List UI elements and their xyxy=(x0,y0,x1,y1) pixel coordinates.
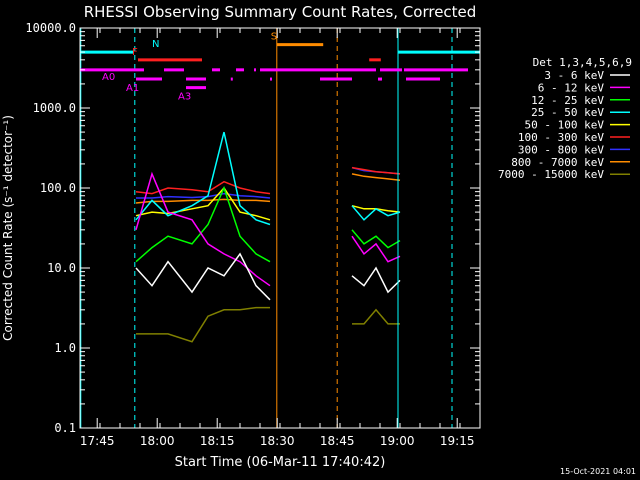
series-line xyxy=(351,173,401,181)
x-tick-label: 19:15 xyxy=(440,434,475,448)
state-bar-label: F xyxy=(132,47,138,58)
legend-entry-label: 7000 - 15000 keV xyxy=(498,168,604,181)
legend-entry-label: 12 - 25 keV xyxy=(531,94,604,107)
y-tick-label: 0.1 xyxy=(54,421,76,435)
legend-entry-label: 3 - 6 keV xyxy=(544,69,604,82)
legend-entry-label: 25 - 50 keV xyxy=(531,106,604,119)
axes: 0.1 1.0 10.0 100.0 1000.0 10000.0 17:45 18:00 18… xyxy=(25,21,481,448)
legend-entry-label: 100 - 300 keV xyxy=(518,131,604,144)
state-bar-label: S xyxy=(271,32,277,43)
series-line xyxy=(352,308,400,325)
series-line xyxy=(135,180,271,195)
legend-entry-label: 800 - 7000 keV xyxy=(511,156,604,169)
series-line xyxy=(135,252,271,301)
legend-entry-label: 6 - 12 keV xyxy=(538,81,605,94)
x-tick-label: 19:00 xyxy=(380,434,415,448)
y-axis-label: Corrected Count Rate (s⁻¹ detector⁻¹) xyxy=(1,115,15,341)
legend-entry-label: 300 - 800 keV xyxy=(518,143,604,156)
x-tick-label: 18:00 xyxy=(140,434,175,448)
series-line xyxy=(351,229,401,249)
y-tick-label: 1.0 xyxy=(54,341,76,355)
x-tick-label: 18:30 xyxy=(260,434,295,448)
series-line xyxy=(135,171,271,287)
state-bar-label: A1 xyxy=(126,83,139,94)
series-line xyxy=(351,205,401,221)
y-tick-label: 10.0 xyxy=(47,261,76,275)
series-line xyxy=(351,235,401,263)
x-tick-label: 18:45 xyxy=(320,434,355,448)
y-tick-label: 10000.0 xyxy=(25,21,76,35)
chart-title: RHESSI Observing Summary Count Rates, Co… xyxy=(84,3,477,21)
legend-entry-label: 50 - 100 keV xyxy=(525,119,605,132)
series-line xyxy=(136,306,270,343)
series-line xyxy=(351,166,401,175)
state-bar-label: A3 xyxy=(178,92,191,103)
y-tick-label: 1000.0 xyxy=(33,101,76,115)
state-bars: N F S A0 A1 A3 xyxy=(80,32,480,103)
vertical-marker-lines xyxy=(80,28,453,428)
x-axis-label: Start Time (06-Mar-11 17:40:42) xyxy=(175,455,386,470)
state-bar-label: A0 xyxy=(102,72,115,83)
state-bar-label: N xyxy=(152,39,159,50)
series-line xyxy=(135,185,271,263)
y-tick-label: 100.0 xyxy=(40,181,76,195)
x-tick-label: 17:45 xyxy=(80,434,115,448)
series-line xyxy=(135,198,271,204)
x-tick-label: 18:15 xyxy=(200,434,235,448)
legend-title: Det 1,3,4,5,6,9 xyxy=(533,56,632,69)
timestamp: 15-Oct-2021 04:01 xyxy=(560,467,636,476)
series-layer xyxy=(135,131,401,343)
series-line xyxy=(135,131,271,226)
series-line xyxy=(351,266,401,294)
